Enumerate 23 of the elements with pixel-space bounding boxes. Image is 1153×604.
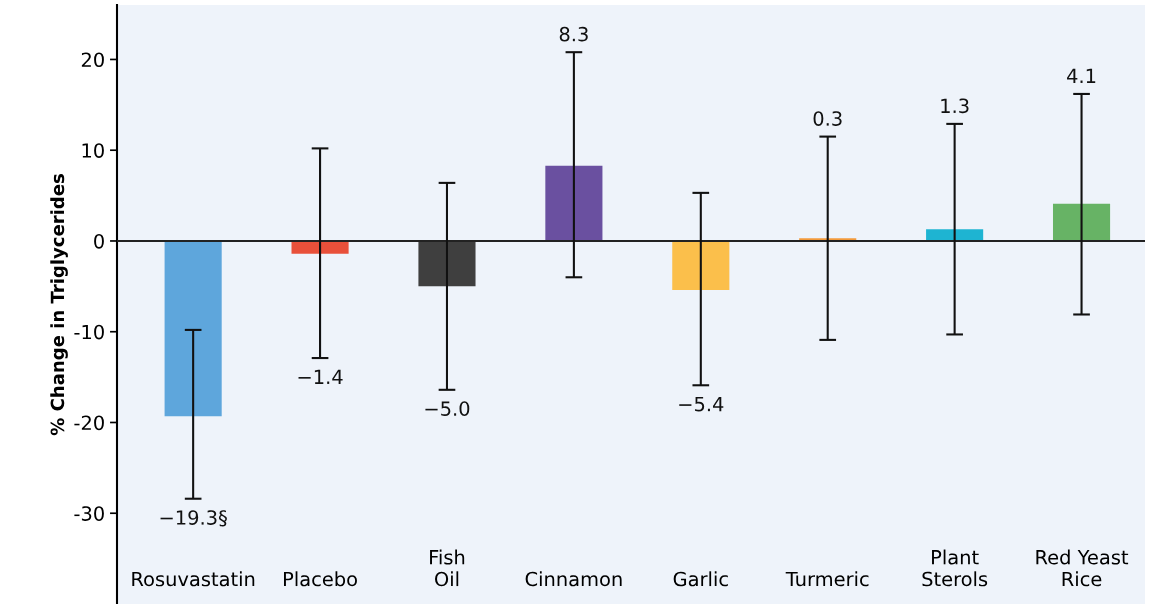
x-tick-label: Rosuvastatin	[132, 571, 255, 587]
annotation: 8.3	[559, 26, 588, 42]
y-tick-label: -10	[74, 324, 104, 340]
x-tick-label: Red Yeast Rice	[1036, 549, 1129, 587]
x-tick-label: Placebo	[284, 571, 357, 587]
y-tick-label: 0	[94, 233, 104, 249]
annotation: −5.0	[425, 401, 470, 416]
x-tick-label: Garlic	[673, 571, 728, 587]
y-tick-label: -30	[74, 506, 104, 521]
y-tick-label: -20	[74, 415, 104, 431]
x-tick-label: Fish Oil	[430, 549, 465, 587]
annotation: −1.4	[298, 369, 343, 384]
annotation: 0.3	[813, 111, 842, 126]
annotation: −5.4	[679, 396, 724, 412]
y-axis-title: % Change in Triglycerides	[50, 174, 68, 436]
y-tick-label: 20	[81, 52, 104, 68]
annotation: −19.3§	[160, 510, 227, 527]
y-tick-label: 10	[82, 143, 104, 158]
x-tick-label: Turmeric	[785, 571, 869, 587]
annotation: 4.1	[1067, 68, 1096, 83]
annotation: 1.3	[941, 98, 969, 114]
x-tick-label: Cinnamon	[525, 571, 622, 587]
x-tick-label: Plant Sterols	[922, 549, 988, 587]
